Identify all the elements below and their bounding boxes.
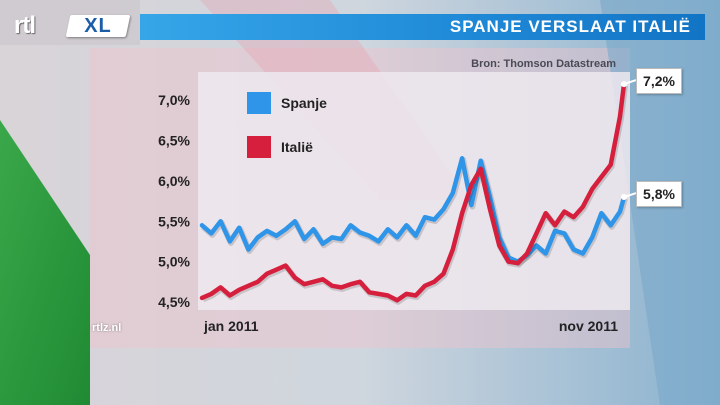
y-tick-label: 5,5% (158, 213, 190, 229)
legend-label: Spanje (281, 95, 327, 111)
y-tick-label: 4,5% (158, 294, 190, 310)
title-bar: SPANJE VERSLAAT ITALIË (140, 14, 705, 40)
x-tick-label: nov 2011 (559, 318, 618, 334)
y-tick-label: 5,0% (158, 254, 190, 270)
legend-swatch-italie (247, 136, 271, 158)
page-title: SPANJE VERSLAAT ITALIË (449, 17, 691, 36)
chart-source: Bron: Thomson Datastream (471, 58, 616, 70)
y-tick-label: 6,5% (158, 133, 190, 149)
y-tick-label: 6,0% (158, 173, 190, 189)
green-shape (0, 120, 90, 405)
rtlxl-logo: rtl XL (14, 13, 132, 39)
spanje-end-label: 5,8% (636, 181, 682, 208)
logo-rtl-text: rtl (14, 12, 36, 39)
x-tick-label: jan 2011 (203, 318, 259, 334)
callout-dot (621, 194, 627, 201)
y-tick-label: 7,0% (158, 92, 190, 108)
callout-dot (621, 81, 627, 88)
legend-swatch-spanje (247, 92, 271, 114)
legend-label: Italië (281, 139, 313, 155)
italie-end-label: 7,2% (636, 68, 682, 95)
watermark-rtlz: rtlz.nl (92, 322, 122, 334)
